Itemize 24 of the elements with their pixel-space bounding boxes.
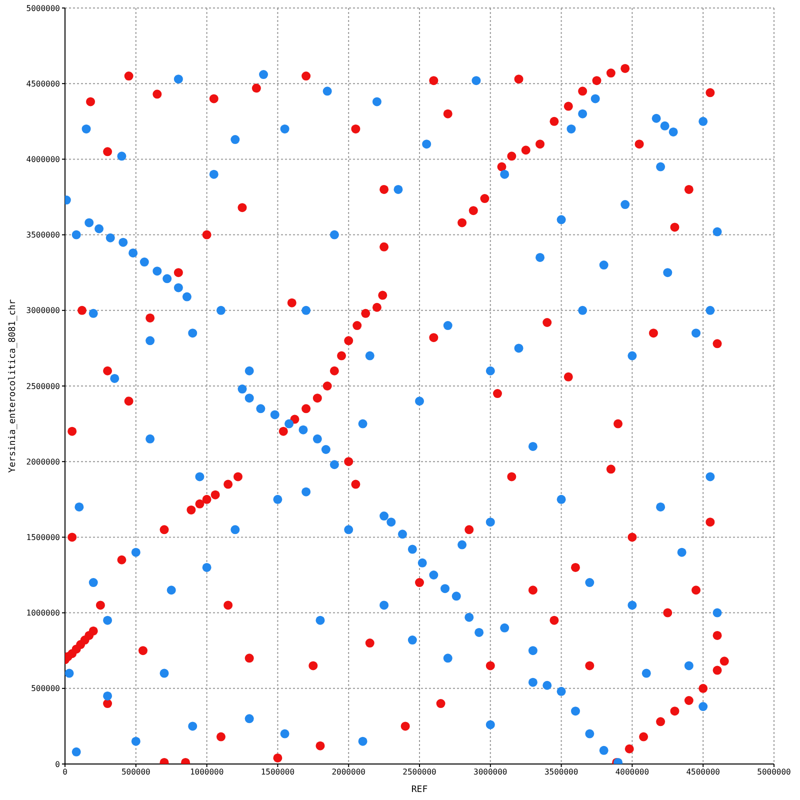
x-tick-label: 3000000	[474, 768, 508, 777]
x-tick-label: 1000000	[190, 768, 224, 777]
x-tick-label: 2000000	[332, 768, 366, 777]
y-axis-title: Yersinia_enterocolitica_8081_chr	[8, 298, 18, 473]
y-tick-label: 2000000	[26, 457, 60, 466]
y-tick-label: 1500000	[26, 533, 60, 542]
y-tick-label: 1000000	[26, 608, 60, 618]
x-tick-label: 4000000	[615, 768, 650, 777]
x-tick-label: 500000	[121, 768, 151, 777]
x-tick-label: 5000000	[757, 768, 792, 777]
x-axis-title: REF	[411, 785, 428, 795]
y-tick-label: 3500000	[26, 230, 60, 240]
x-tick-label: 3500000	[544, 768, 578, 777]
y-tick-label: 500000	[31, 684, 60, 694]
x-tick-label: 4500000	[686, 768, 720, 777]
y-tick-label: 3000000	[26, 306, 60, 316]
y-tick-label: 2500000	[26, 382, 60, 391]
x-tick-label: 1500000	[260, 768, 295, 777]
x-tick-label: 2500000	[402, 768, 437, 777]
y-tick-label: 0	[55, 760, 60, 769]
y-tick-label: 4500000	[26, 79, 60, 88]
y-tick-label: 5000000	[26, 4, 60, 13]
x-tick-label: 0	[62, 768, 68, 777]
y-tick-label: 4000000	[26, 155, 60, 164]
